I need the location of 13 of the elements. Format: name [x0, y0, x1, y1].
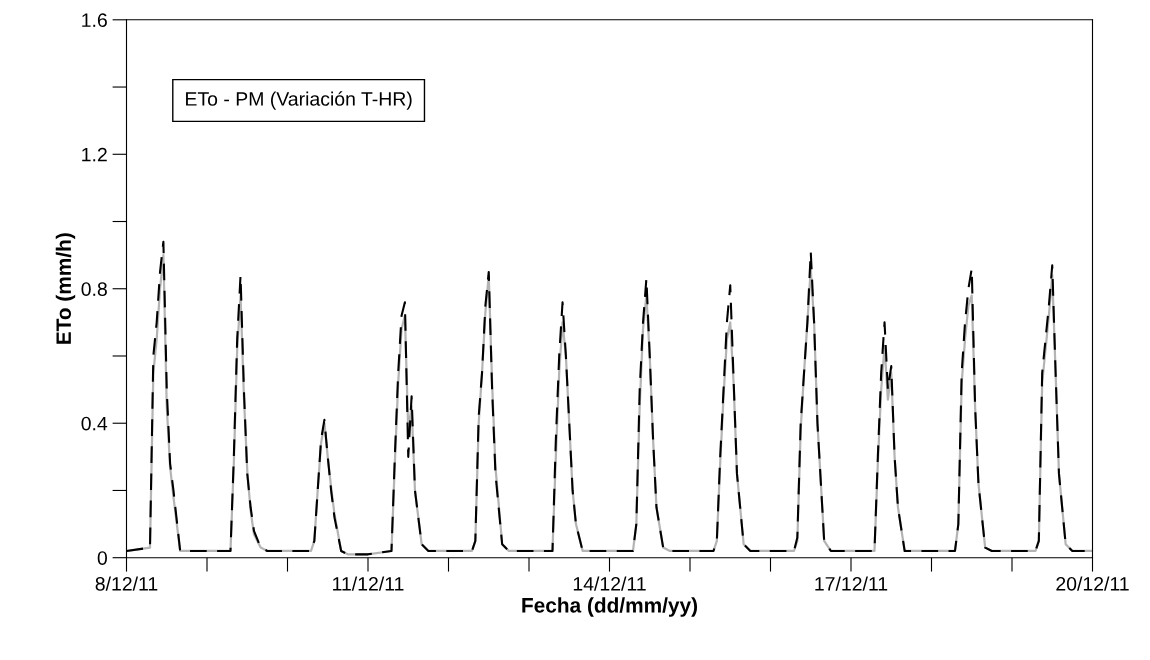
x-tick-label: 8/12/11: [95, 576, 158, 591]
x-tick-label: 14/12/11: [573, 576, 646, 591]
y-tick-label: 1.6: [82, 13, 107, 28]
y-tick-label: 0.8: [81, 282, 107, 296]
x-tick-label: 17/12/11: [815, 576, 888, 591]
x-tick-label: 11/12/11: [333, 576, 404, 591]
x-axis-title: Fecha (dd/mm/yy): [522, 597, 698, 617]
y-tick-label: 1.2: [82, 147, 107, 162]
annotation: ETo - PM (Variación T-HR): [186, 91, 412, 110]
x-tick-label: 20/12/11: [1056, 576, 1129, 591]
y-tick-label: 0: [97, 551, 107, 565]
y-tick-label: 0.4: [81, 416, 108, 431]
y-axis-title: ETo (mm/h): [55, 233, 76, 344]
